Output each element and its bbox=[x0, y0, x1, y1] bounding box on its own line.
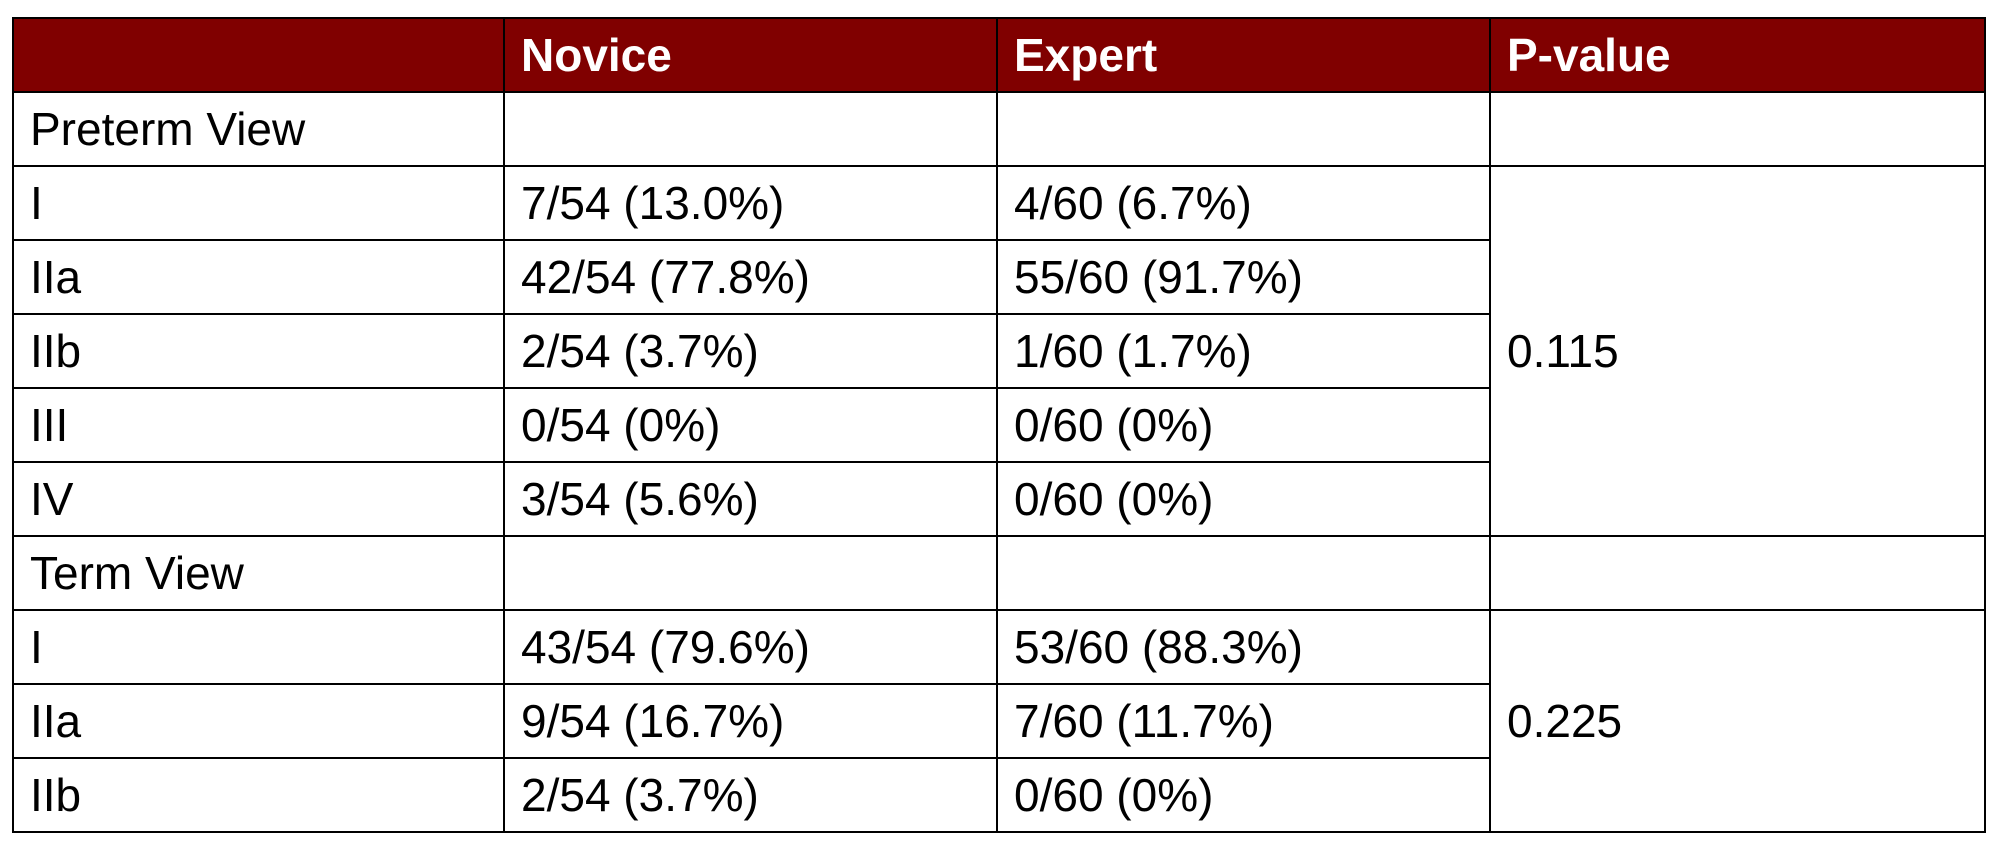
section-label: Preterm View bbox=[12, 91, 505, 167]
table-row: IIa 42/54 (77.8%) 55/60 (91.7%) bbox=[12, 239, 1985, 315]
row-label: IIb bbox=[12, 757, 505, 833]
empty-cell bbox=[1489, 535, 1986, 611]
p-value-cell: 0.115 bbox=[1489, 165, 1986, 537]
table-row: I 43/54 (79.6%) 53/60 (88.3%) 0.225 bbox=[12, 609, 1986, 833]
table-row: IIb 2/54 (3.7%) 1/60 (1.7%) bbox=[12, 313, 1985, 389]
expert-cell: 0/60 (0%) bbox=[996, 461, 1491, 537]
empty-cell bbox=[996, 535, 1491, 611]
novice-cell: 7/54 (13.0%) bbox=[503, 165, 998, 241]
p-value-cell: 0.225 bbox=[1489, 609, 1986, 833]
table-row: IV 3/54 (5.6%) 0/60 (0%) bbox=[12, 461, 1985, 537]
novice-cell: 9/54 (16.7%) bbox=[503, 683, 998, 759]
expert-cell: 4/60 (6.7%) bbox=[996, 165, 1491, 241]
row-label: I bbox=[12, 609, 505, 685]
expert-cell: 0/60 (0%) bbox=[996, 757, 1491, 833]
table-row: I 7/54 (13.0%) 4/60 (6.7%) 0.115 bbox=[12, 165, 1986, 537]
row-label: IIa bbox=[12, 683, 505, 759]
results-table: Novice Expert P-value Preterm View I 7/5… bbox=[12, 17, 1986, 833]
expert-cell: 53/60 (88.3%) bbox=[996, 609, 1491, 685]
header-cell-expert: Expert bbox=[996, 17, 1491, 93]
expert-cell: 1/60 (1.7%) bbox=[996, 313, 1491, 389]
table-row: IIa 9/54 (16.7%) 7/60 (11.7%) bbox=[12, 683, 1985, 759]
novice-cell: 42/54 (77.8%) bbox=[503, 239, 998, 315]
section-row-term-view: Term View bbox=[12, 535, 1986, 611]
empty-cell bbox=[503, 91, 998, 167]
row-label: IV bbox=[12, 461, 505, 537]
section-label: Term View bbox=[12, 535, 505, 611]
empty-cell bbox=[996, 91, 1491, 167]
table-body: Preterm View I 7/54 (13.0%) 4/60 (6.7%) … bbox=[12, 91, 1986, 833]
header-cell-novice: Novice bbox=[503, 17, 998, 93]
row-label: I bbox=[12, 165, 505, 241]
novice-cell: 43/54 (79.6%) bbox=[503, 609, 998, 685]
expert-cell: 55/60 (91.7%) bbox=[996, 239, 1491, 315]
table-header: Novice Expert P-value bbox=[12, 17, 1986, 93]
expert-cell: 7/60 (11.7%) bbox=[996, 683, 1491, 759]
empty-cell bbox=[1489, 91, 1986, 167]
empty-cell bbox=[503, 535, 998, 611]
novice-cell: 2/54 (3.7%) bbox=[503, 313, 998, 389]
novice-cell: 0/54 (0%) bbox=[503, 387, 998, 463]
section-row-preterm-view: Preterm View bbox=[12, 91, 1986, 167]
header-cell-p-value: P-value bbox=[1489, 17, 1986, 93]
novice-cell: 3/54 (5.6%) bbox=[503, 461, 998, 537]
table-row: III 0/54 (0%) 0/60 (0%) bbox=[12, 387, 1985, 463]
header-row: Novice Expert P-value bbox=[12, 17, 1986, 93]
row-label: III bbox=[12, 387, 505, 463]
header-cell-blank bbox=[12, 17, 505, 93]
row-label: IIa bbox=[12, 239, 505, 315]
expert-cell: 0/60 (0%) bbox=[996, 387, 1491, 463]
table-row: IIb 2/54 (3.7%) 0/60 (0%) bbox=[12, 757, 1985, 833]
novice-cell: 2/54 (3.7%) bbox=[503, 757, 998, 833]
row-label: IIb bbox=[12, 313, 505, 389]
